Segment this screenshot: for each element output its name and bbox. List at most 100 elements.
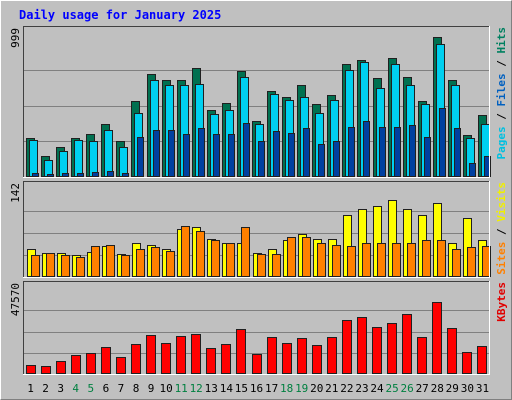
bar-kbytes-day-26: [402, 314, 412, 374]
bar-kbytes-day-9: [146, 335, 156, 374]
bar-kbytes-day-13: [206, 348, 216, 374]
bar-sites-day-30: [467, 247, 476, 277]
bar-kbytes-day-21: [327, 337, 337, 374]
bar-kbytes-day-3: [56, 361, 66, 374]
bar-kbytes-day-2: [41, 366, 51, 374]
x-tick-label-day-17: 17: [265, 382, 278, 395]
bar-kbytes-day-23: [357, 317, 367, 374]
bar-kbytes-day-27: [417, 337, 427, 374]
x-tick-label-day-14: 14: [220, 382, 234, 395]
x-tick-label-day-13: 13: [205, 382, 218, 395]
bar-sites-day-24: [377, 243, 386, 277]
bar-sites-day-21: [332, 245, 341, 277]
x-tick-label-day-2: 2: [42, 382, 49, 395]
bar-pages-day-17: [273, 131, 280, 177]
bar-sites-day-19: [302, 237, 311, 277]
bar-sites-day-26: [407, 243, 416, 277]
x-tick-label-day-5: 5: [87, 382, 94, 395]
bar-files-day-7: [119, 147, 128, 177]
y-max-label-hits: 999: [9, 28, 22, 48]
bar-pages-day-31: [484, 156, 491, 177]
bar-kbytes-day-31: [477, 346, 487, 374]
x-tick-label-day-4: 4: [72, 382, 79, 395]
bar-files-day-6: [104, 130, 113, 177]
x-tick-label-day-30: 30: [461, 382, 474, 395]
bar-sites-day-7: [121, 255, 130, 277]
x-tick-label-day-27: 27: [416, 382, 429, 395]
bar-kbytes-day-19: [297, 338, 307, 374]
bar-kbytes-day-11: [176, 336, 186, 374]
x-tick-label-day-21: 21: [325, 382, 338, 395]
x-tick-label-day-6: 6: [103, 382, 110, 395]
bar-pages-day-14: [228, 134, 235, 177]
bar-pages-day-11: [183, 134, 190, 177]
bar-kbytes-day-8: [131, 344, 141, 374]
bar-pages-day-28: [439, 108, 446, 177]
bar-sites-day-11: [181, 226, 190, 277]
x-tick-label-day-7: 7: [118, 382, 125, 395]
legend-hits: Pages / Files / Hits: [495, 27, 508, 160]
bar-pages-day-8: [137, 137, 144, 177]
legend-entry: Visits: [495, 182, 508, 222]
legend-entry: Sites: [495, 242, 508, 275]
bar-sites-day-12: [196, 231, 205, 277]
x-tick-label-day-22: 22: [340, 382, 353, 395]
bar-sites-day-22: [347, 246, 356, 277]
bar-sites-day-15: [241, 227, 250, 277]
legend-entry: Pages: [495, 126, 508, 159]
bar-sites-day-6: [106, 245, 115, 277]
bar-pages-day-27: [424, 137, 431, 177]
bar-kbytes-day-25: [387, 323, 397, 374]
x-tick-label-day-15: 15: [235, 382, 248, 395]
x-tick-label-day-12: 12: [190, 382, 203, 395]
bar-kbytes-day-20: [312, 345, 322, 374]
x-tick-label-day-29: 29: [446, 382, 459, 395]
x-tick-label-day-1: 1: [27, 382, 34, 395]
bar-pages-day-26: [409, 125, 416, 177]
bar-sites-day-13: [211, 240, 220, 277]
bar-sites-day-17: [272, 254, 281, 277]
bar-sites-day-16: [257, 254, 266, 277]
bar-pages-day-6: [107, 171, 114, 177]
bar-kbytes-day-4: [71, 355, 81, 374]
bar-kbytes-day-6: [101, 347, 111, 374]
bar-pages-day-12: [198, 128, 205, 177]
x-tick-label-day-23: 23: [355, 382, 368, 395]
bar-kbytes-day-14: [221, 344, 231, 374]
bar-pages-day-4: [77, 173, 84, 177]
x-tick-label-day-3: 3: [57, 382, 64, 395]
legend-entry: Hits: [495, 27, 508, 54]
bar-kbytes-day-10: [161, 343, 171, 374]
bar-sites-day-2: [46, 253, 55, 277]
bar-sites-day-5: [91, 246, 100, 277]
x-tick-label-day-19: 19: [295, 382, 308, 395]
legend-visits: Sites / Visits: [495, 182, 508, 275]
bar-sites-day-1: [31, 255, 40, 277]
chart-title: Daily usage for January 2025: [19, 8, 221, 22]
bar-pages-day-10: [168, 130, 175, 177]
x-tick-label-day-26: 26: [400, 382, 413, 395]
bar-kbytes-day-22: [342, 320, 352, 374]
bar-sites-day-31: [482, 246, 491, 277]
bar-pages-day-3: [62, 173, 69, 177]
panel-visits: 142 Sites / Visits: [9, 181, 508, 278]
x-tick-label-day-16: 16: [250, 382, 263, 395]
bar-sites-day-23: [362, 243, 371, 277]
bar-sites-day-29: [452, 249, 461, 277]
bar-pages-day-13: [213, 134, 220, 177]
x-tick-label-day-28: 28: [431, 382, 444, 395]
bar-sites-day-8: [136, 249, 145, 277]
bar-pages-day-7: [122, 173, 129, 177]
bar-sites-day-28: [437, 240, 446, 277]
bar-kbytes-day-1: [26, 365, 36, 374]
bar-pages-day-1: [32, 173, 39, 177]
bar-kbytes-day-29: [447, 328, 457, 374]
x-tick-label-day-24: 24: [370, 382, 384, 395]
legend-kbytes: KBytes: [495, 282, 508, 322]
bar-files-day-1: [29, 140, 38, 177]
bar-pages-day-30: [469, 163, 476, 177]
x-tick-label-day-18: 18: [280, 382, 293, 395]
bar-pages-day-5: [92, 172, 99, 177]
y-max-label-visits: 142: [9, 183, 22, 203]
bar-pages-day-29: [454, 128, 461, 177]
